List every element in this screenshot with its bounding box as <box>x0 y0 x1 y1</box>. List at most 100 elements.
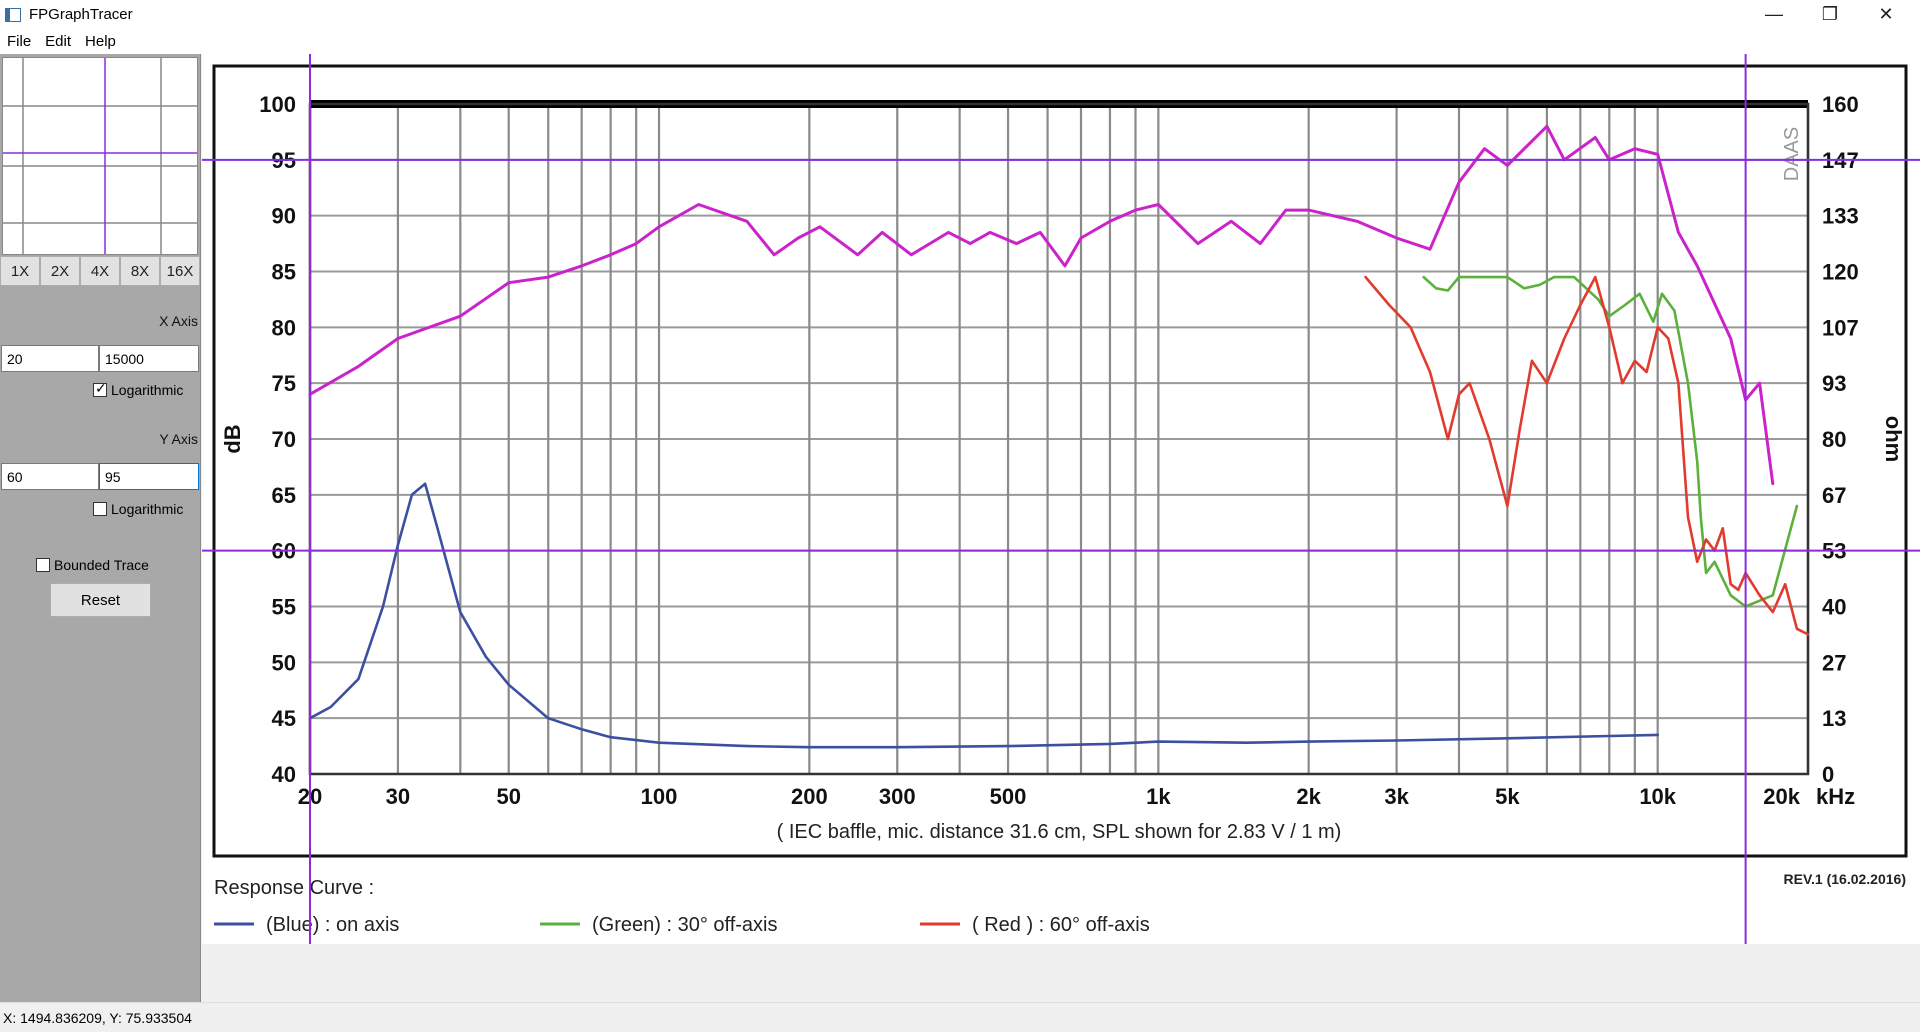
legend-area <box>202 859 1920 944</box>
y-log-row[interactable]: Logarithmic <box>93 501 183 517</box>
data-point <box>1563 337 1566 340</box>
data-point <box>819 226 821 228</box>
data-point <box>1771 594 1774 597</box>
data-point <box>1007 745 1009 747</box>
data-point <box>1109 743 1111 745</box>
x-log-checkbox[interactable] <box>93 380 107 397</box>
y-min-field[interactable] <box>1 463 99 490</box>
y-tick-left: 85 <box>272 260 296 285</box>
menu-edit[interactable]: Edit <box>45 33 72 50</box>
data-point <box>1656 326 1659 329</box>
data-point <box>1667 337 1670 340</box>
app-icon <box>5 7 21 22</box>
y-tick-right: 40 <box>1822 595 1846 620</box>
reset-button[interactable]: Reset <box>50 583 151 617</box>
x-max-field[interactable] <box>99 345 199 372</box>
data-point <box>1729 594 1732 597</box>
zoom-2x-button[interactable]: 2X <box>40 256 80 286</box>
y-axis-title: Y Axis <box>159 431 198 447</box>
bounded-trace-checkbox[interactable] <box>36 558 50 572</box>
data-point <box>1656 153 1659 156</box>
magnifier-grid <box>3 58 197 254</box>
data-point <box>1435 287 1437 290</box>
y-tick-left: 50 <box>272 650 296 675</box>
data-point <box>1506 737 1509 740</box>
y-tick-right: 13 <box>1822 706 1846 731</box>
zoom-buttons: 1X 2X 4X 8X 16X <box>0 256 201 289</box>
x-log-label: Logarithmic <box>111 382 184 398</box>
menu-help[interactable]: Help <box>85 33 116 50</box>
data-point <box>547 717 550 719</box>
data-point <box>635 242 637 245</box>
y-log-label: Logarithmic <box>111 501 184 517</box>
zoom-4x-button[interactable]: 4X <box>80 256 120 286</box>
data-point <box>1429 248 1431 250</box>
data-point <box>1395 237 1398 239</box>
x-min-field[interactable] <box>1 345 99 372</box>
data-point <box>1638 293 1641 295</box>
y-tick-left: 55 <box>272 595 296 620</box>
data-point <box>1807 633 1809 636</box>
y-max-field[interactable] <box>99 463 199 490</box>
y-tick-left: 75 <box>272 371 296 396</box>
minimize-button[interactable]: — <box>1765 4 1783 24</box>
data-point <box>1771 611 1774 613</box>
data-point <box>1447 438 1449 440</box>
data-point <box>1506 276 1509 278</box>
data-point <box>1758 594 1761 597</box>
watermark-text: DAAS <box>1781 127 1803 181</box>
data-point <box>658 741 660 744</box>
y-log-checkbox[interactable] <box>93 502 107 516</box>
data-point <box>397 544 399 546</box>
y-tick-right: 93 <box>1822 371 1846 396</box>
graph-canvas[interactable]: 100 160 95 147 90 133 85 120 80 107 75 93 70 80 65 67 60… <box>202 54 1920 944</box>
y-tick-right: 120 <box>1822 260 1859 285</box>
data-point <box>1729 337 1732 340</box>
menu-file[interactable]: File <box>7 33 32 50</box>
data-point <box>1771 482 1774 485</box>
x-tick-label: 50 <box>496 784 520 809</box>
data-point <box>1109 220 1111 223</box>
cursor-coordinates: X: 1494.836209, Y: 75.933504 <box>3 1009 192 1026</box>
control-panel: 1X 2X 4X 8X 16X X Axis Logarithmic Y Axi… <box>0 54 201 1002</box>
y-tick-right: 160 <box>1822 92 1859 117</box>
legend-entry: ( Red ) : 60° off-axis <box>972 914 1150 936</box>
data-point <box>1395 739 1398 742</box>
data-point <box>947 231 950 234</box>
data-point <box>357 365 360 368</box>
maximize-button[interactable]: ❐ <box>1821 4 1839 24</box>
zoom-8x-button[interactable]: 8X <box>120 256 160 286</box>
y-tick-left: 70 <box>272 427 296 452</box>
data-point <box>411 494 413 496</box>
y-tick-left: 90 <box>272 204 296 229</box>
y-tick-right: 107 <box>1822 315 1859 340</box>
x-tick-label: 3k <box>1384 784 1409 809</box>
data-point <box>1523 287 1525 290</box>
data-point <box>773 253 775 256</box>
data-point <box>1364 276 1367 278</box>
data-point <box>1409 326 1412 329</box>
zoom-16x-button[interactable]: 16X <box>160 256 200 286</box>
zoom-1x-button[interactable]: 1X <box>0 256 40 286</box>
data-point <box>1356 220 1358 223</box>
data-point <box>1458 393 1460 396</box>
data-point <box>1661 293 1663 295</box>
data-point <box>1506 505 1509 507</box>
data-point <box>1652 320 1655 323</box>
data-point <box>1656 734 1659 736</box>
data-point <box>969 242 972 245</box>
data-point <box>1307 740 1310 743</box>
data-point <box>1737 588 1740 591</box>
bounded-trace-row[interactable]: Bounded Trace <box>36 557 149 573</box>
data-point <box>1634 360 1636 362</box>
data-point <box>436 527 439 530</box>
x-log-row[interactable]: Logarithmic <box>93 380 184 398</box>
data-point <box>1488 438 1491 440</box>
data-point <box>1713 561 1716 563</box>
data-point <box>896 746 899 748</box>
close-button[interactable]: ✕ <box>1878 4 1894 24</box>
data-point <box>1285 209 1287 211</box>
x-tick-label: 30 <box>386 784 410 809</box>
data-point <box>1721 527 1724 530</box>
